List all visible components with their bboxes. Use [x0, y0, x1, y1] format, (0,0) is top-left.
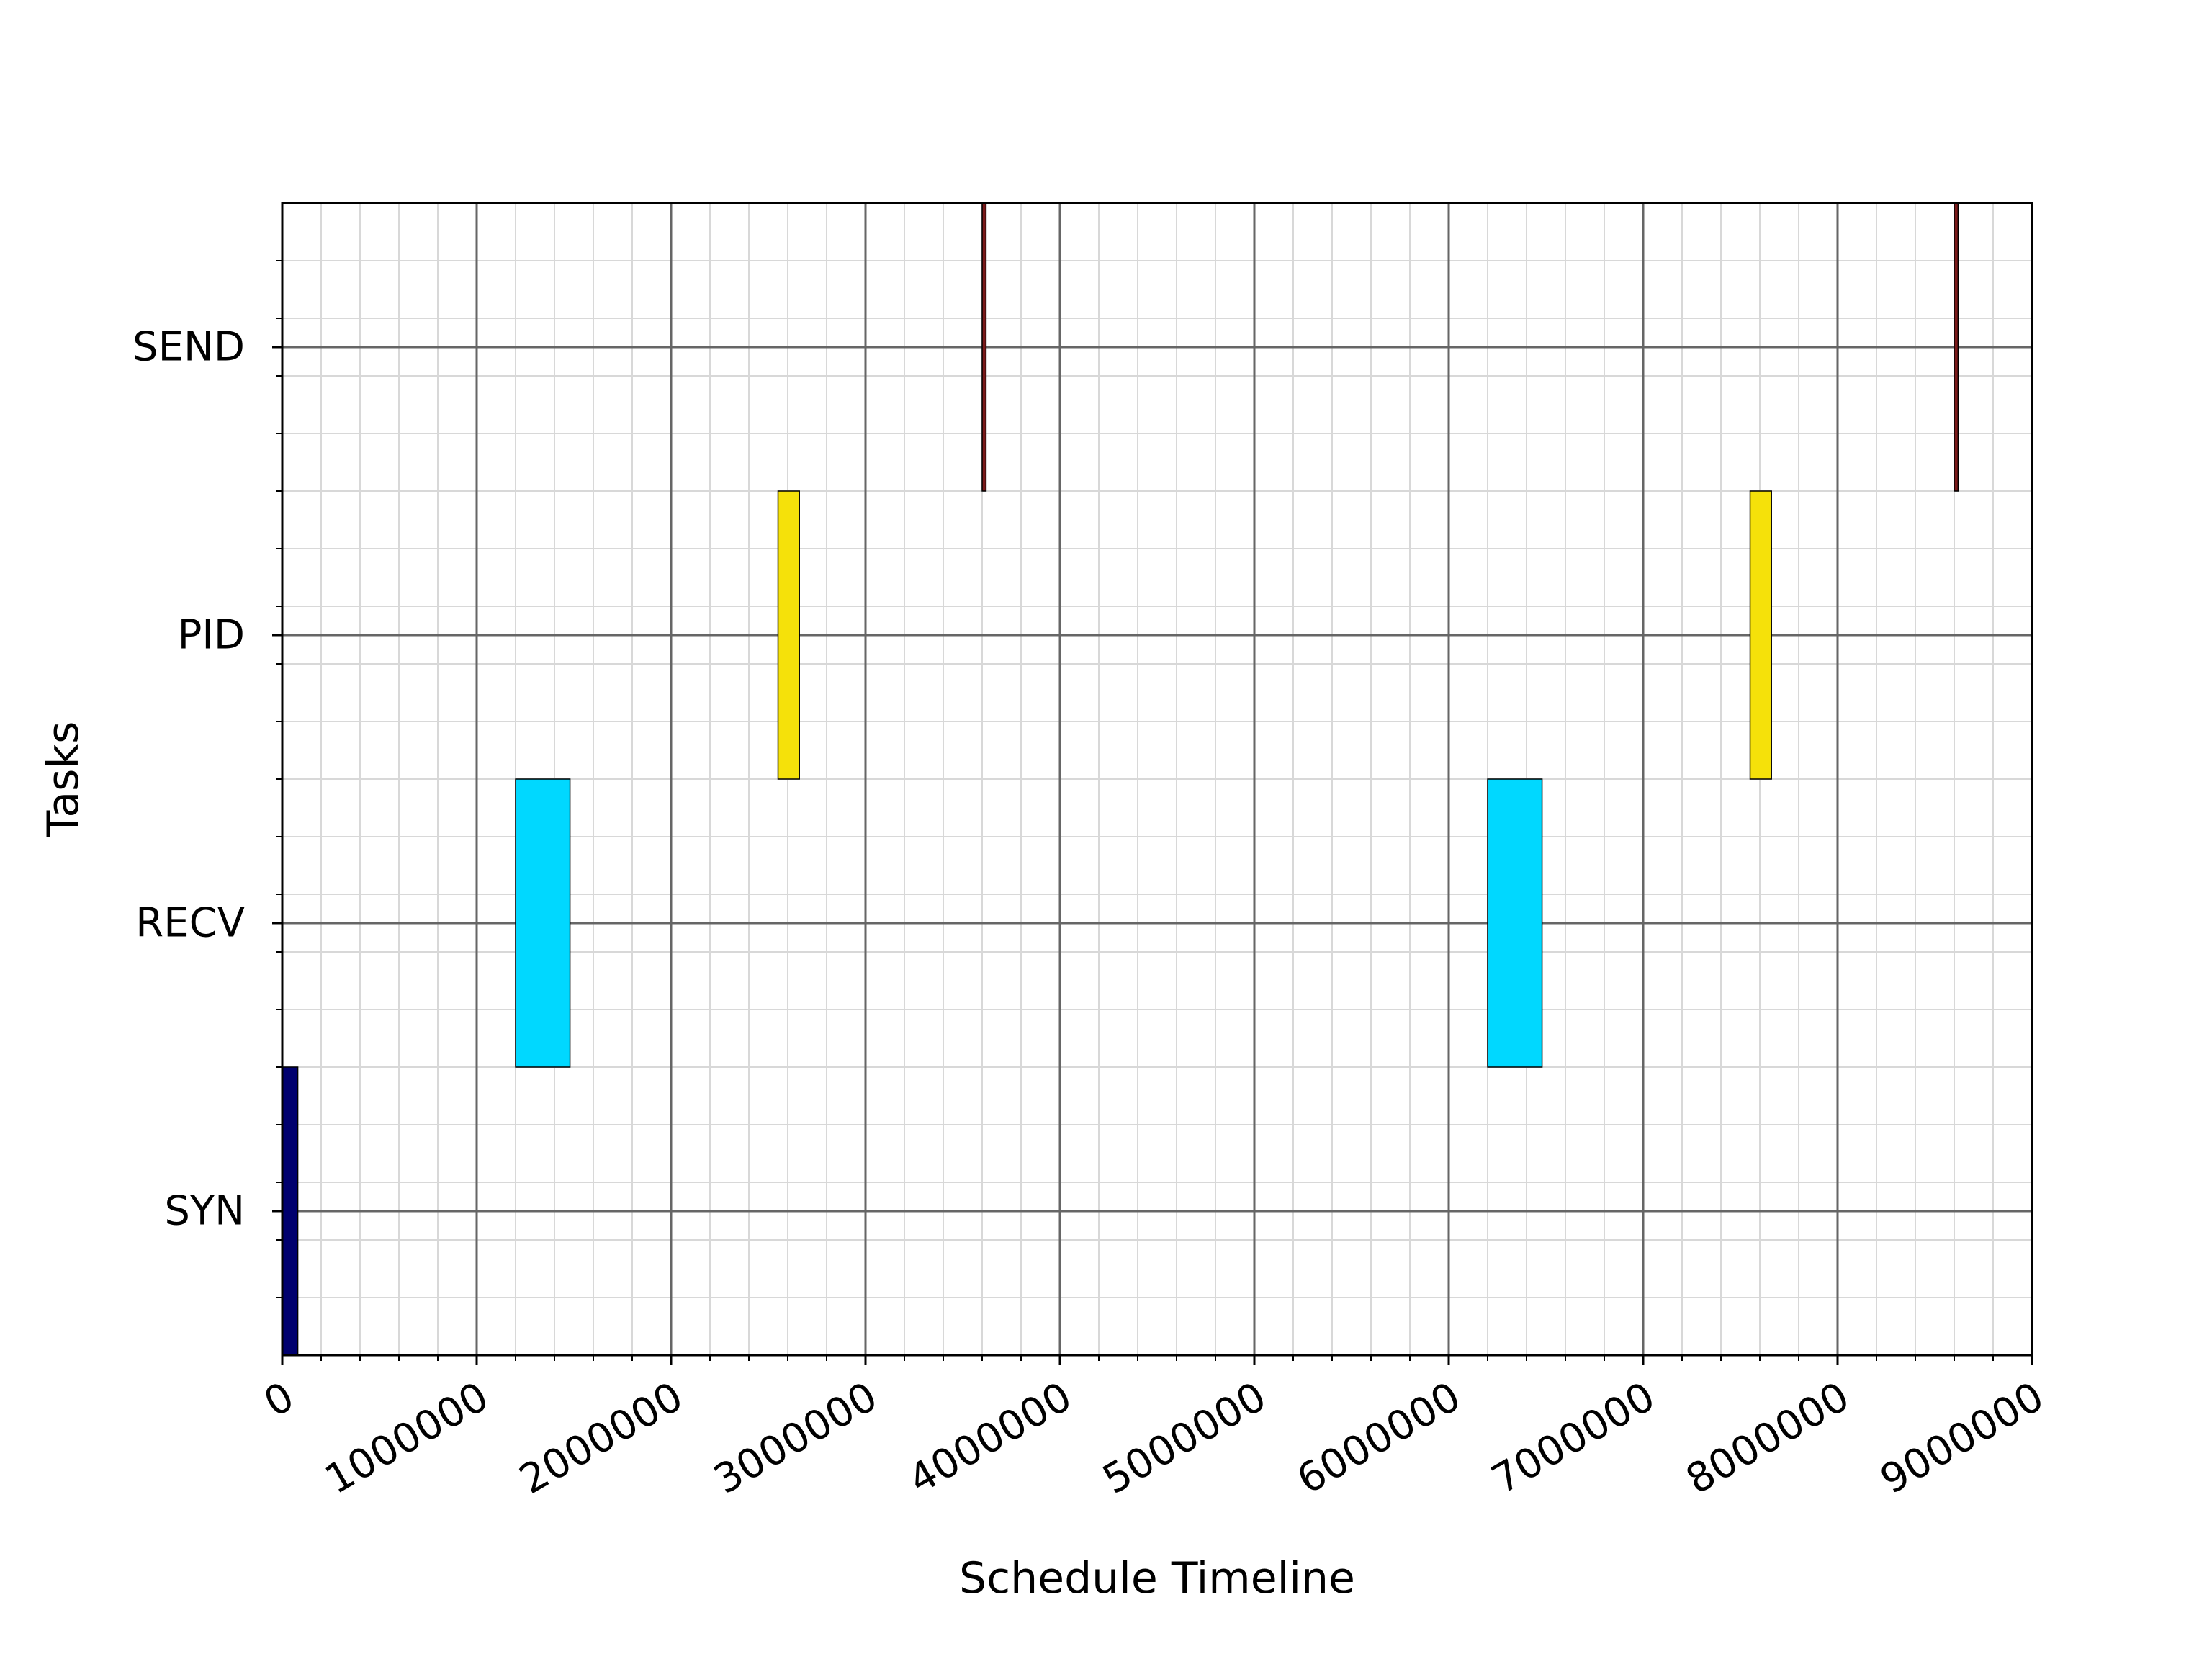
- y-tick-label: PID: [178, 612, 245, 659]
- y-tick-label: RECV: [135, 900, 245, 947]
- x-tick-label: 4000000: [901, 1373, 1079, 1503]
- y-tick-label: SEND: [132, 324, 245, 371]
- y-axis-label: Tasks: [38, 721, 89, 838]
- x-axis-label: Schedule Timeline: [959, 1553, 1355, 1604]
- x-tick-label: 2000000: [512, 1373, 691, 1503]
- y-tick-labels: SYN RECV PID SEND: [132, 324, 245, 1235]
- task-bar-pid: [1749, 490, 1772, 780]
- task-bar-send: [981, 202, 987, 492]
- x-tick-label: 0: [256, 1373, 302, 1426]
- x-tick-labels: 0 1000000 2000000 3000000 4000000 5000000 6000…: [256, 1373, 2051, 1503]
- x-tick-label: 7000000: [1484, 1373, 1663, 1503]
- task-bar-recv: [515, 778, 571, 1068]
- task-bar-send: [1954, 202, 1959, 492]
- task-bars: [282, 202, 1959, 1356]
- task-bar-recv: [1487, 778, 1543, 1068]
- x-tick-label: 6000000: [1290, 1373, 1468, 1503]
- task-bar-syn: [282, 1066, 299, 1356]
- x-tick-label: 3000000: [706, 1373, 885, 1503]
- task-bar-pid: [777, 490, 800, 780]
- x-tick-label: 8000000: [1678, 1373, 1857, 1503]
- axis-ticks: [272, 260, 2033, 1365]
- minor-grid: [282, 203, 2032, 1355]
- x-tick-label: 1000000: [318, 1373, 496, 1503]
- x-tick-label: 5000000: [1095, 1373, 1274, 1503]
- x-tick-label: 9000000: [1873, 1373, 2051, 1503]
- y-tick-label: SYN: [164, 1188, 245, 1235]
